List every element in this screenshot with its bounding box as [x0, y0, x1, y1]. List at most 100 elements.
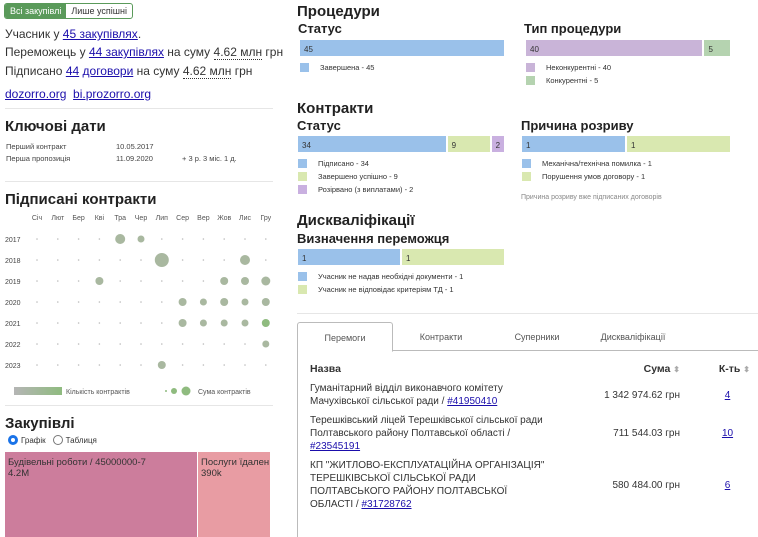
contract-dot[interactable] — [199, 298, 207, 306]
procedure-type-bar: 40 5 — [526, 40, 732, 56]
signed-count-link[interactable]: 44 — [65, 64, 80, 78]
row-name: Терешківський ліцей Терешківської сільсь… — [310, 415, 543, 452]
empty-dot — [57, 238, 59, 240]
bar-segment[interactable]: 1 — [627, 136, 730, 152]
row-id-link[interactable]: #31728762 — [361, 499, 412, 510]
bar-segment[interactable]: 40 — [526, 40, 703, 56]
contract-dot[interactable] — [220, 277, 229, 285]
treemap-tile[interactable]: Послуги їдален 390k — [198, 452, 270, 537]
contract-dot[interactable] — [220, 319, 228, 327]
empty-dot — [202, 343, 205, 345]
legend-swatch — [526, 63, 535, 72]
treemap-tile[interactable]: Будівельні роботи / 45000000-7 4.2M — [5, 452, 197, 537]
contract-dot[interactable] — [241, 277, 249, 285]
divider — [297, 313, 758, 314]
bi-prozorro-link[interactable]: bi.prozorro.org — [73, 87, 152, 101]
contract-dot[interactable] — [137, 235, 145, 243]
contract-dot[interactable] — [178, 298, 187, 306]
contract-dot[interactable] — [241, 298, 249, 306]
empty-dot — [36, 322, 38, 324]
row-count-link[interactable]: 6 — [724, 479, 731, 491]
procedure-type-legend: Неконкурентні - 40 Конкурентні - 5 — [526, 61, 611, 87]
tab-wins[interactable]: Перемоги — [297, 322, 393, 352]
empty-dot — [57, 259, 59, 261]
signed-contracts-chart: Січ Лют Бер Кві Тра Чер Лип Сер Вер Жов Лис Гру 2017… — [5, 214, 272, 396]
legend-swatch — [298, 172, 307, 181]
termination-reason-title: Причина розриву — [521, 118, 634, 133]
contract-dot[interactable] — [95, 277, 104, 285]
empty-dot — [244, 343, 246, 345]
bar-segment[interactable]: 9 — [447, 136, 490, 152]
contract-dot[interactable] — [178, 319, 187, 327]
contract-dot[interactable] — [261, 319, 270, 327]
sum-legend-dot — [181, 386, 191, 396]
key-date-row: Перший контракт 10.05.2017 — [6, 142, 154, 151]
empty-dot — [98, 301, 101, 303]
filter-all[interactable]: Всі закупівлі — [5, 4, 67, 18]
contract-dot[interactable] — [241, 319, 249, 327]
participant-link[interactable]: 45 закупівлях — [62, 27, 138, 41]
filter-success[interactable]: Лише успішні — [71, 6, 127, 16]
winner-link[interactable]: 44 закупівлях — [88, 45, 164, 59]
row-id-link[interactable]: #41950410 — [447, 396, 498, 407]
contract-dot[interactable] — [115, 234, 126, 244]
month-label: Гру — [260, 215, 271, 222]
bar-segment[interactable]: 1 — [522, 136, 625, 152]
contract-dot[interactable] — [157, 361, 166, 369]
bar-segment[interactable]: 1 — [298, 249, 400, 265]
bar-segment[interactable]: 1 — [402, 249, 504, 265]
sort-icon: ⬍ — [673, 365, 680, 374]
legend-item: Учасник не відповідає критеріям ТД - 1 — [298, 283, 463, 296]
procedures-title: Процедури — [297, 3, 380, 20]
sum-legend-dot — [171, 388, 177, 394]
empty-dot — [161, 322, 163, 324]
empty-dot — [57, 280, 59, 282]
bar-segment[interactable]: 2 — [491, 136, 504, 152]
contract-dot[interactable] — [261, 298, 270, 306]
contract-dot[interactable] — [220, 298, 229, 306]
month-label: Лис — [239, 215, 252, 222]
bar-segment[interactable]: 34 — [298, 136, 446, 152]
empty-dot — [223, 343, 225, 345]
radio-chart[interactable] — [8, 435, 18, 445]
month-label: Кві — [95, 214, 105, 222]
empty-dot — [57, 343, 59, 345]
bar-segment[interactable]: 45 — [300, 40, 504, 56]
empty-dot — [140, 322, 142, 324]
year-label: 2017 — [5, 237, 21, 244]
row-count-link[interactable]: 4 — [724, 389, 731, 401]
empty-dot — [181, 364, 184, 366]
dozorro-link[interactable]: dozorro.org — [5, 87, 67, 101]
contract-dot[interactable] — [240, 255, 250, 265]
empty-dot — [77, 238, 80, 240]
month-label: Вер — [197, 215, 210, 222]
empty-dot — [57, 301, 59, 303]
empty-dot — [202, 280, 205, 282]
tab-contracts[interactable]: Контракти — [419, 332, 463, 342]
radio-table[interactable] — [52, 435, 63, 445]
row-count-link[interactable]: 10 — [721, 428, 734, 439]
bar-segment[interactable]: 5 — [704, 40, 730, 56]
col-sum[interactable]: Сума ⬍ — [643, 363, 680, 375]
contract-dot[interactable] — [199, 319, 207, 327]
contracts-link[interactable]: договори — [82, 64, 134, 78]
contract-dot[interactable] — [262, 340, 270, 348]
disqualifications-title: Дискваліфікації — [297, 212, 415, 229]
legend-swatch — [522, 159, 531, 168]
empty-dot — [181, 238, 184, 240]
sum-legend-dot — [165, 390, 167, 392]
contract-dot[interactable] — [154, 253, 169, 267]
procedure-type-title: Тип процедури — [524, 21, 622, 36]
summary-signed: Підписано 44 договори на суму 4.62 млн г… — [5, 64, 253, 79]
contracts-status-legend: Підписано - 34 Завершено успішно - 9 Розір… — [298, 157, 413, 196]
col-name[interactable]: Назва — [310, 363, 341, 375]
empty-dot — [119, 301, 121, 303]
empty-dot — [77, 301, 80, 303]
tab-competitors[interactable]: Суперники — [514, 332, 560, 342]
empty-dot — [57, 322, 59, 324]
tab-disqualifications[interactable]: Дискваліфікації — [600, 332, 666, 342]
col-count[interactable]: К-ть ⬍ — [718, 363, 750, 375]
row-id-link[interactable]: #23545191 — [310, 441, 361, 452]
contract-dot[interactable] — [261, 276, 271, 286]
